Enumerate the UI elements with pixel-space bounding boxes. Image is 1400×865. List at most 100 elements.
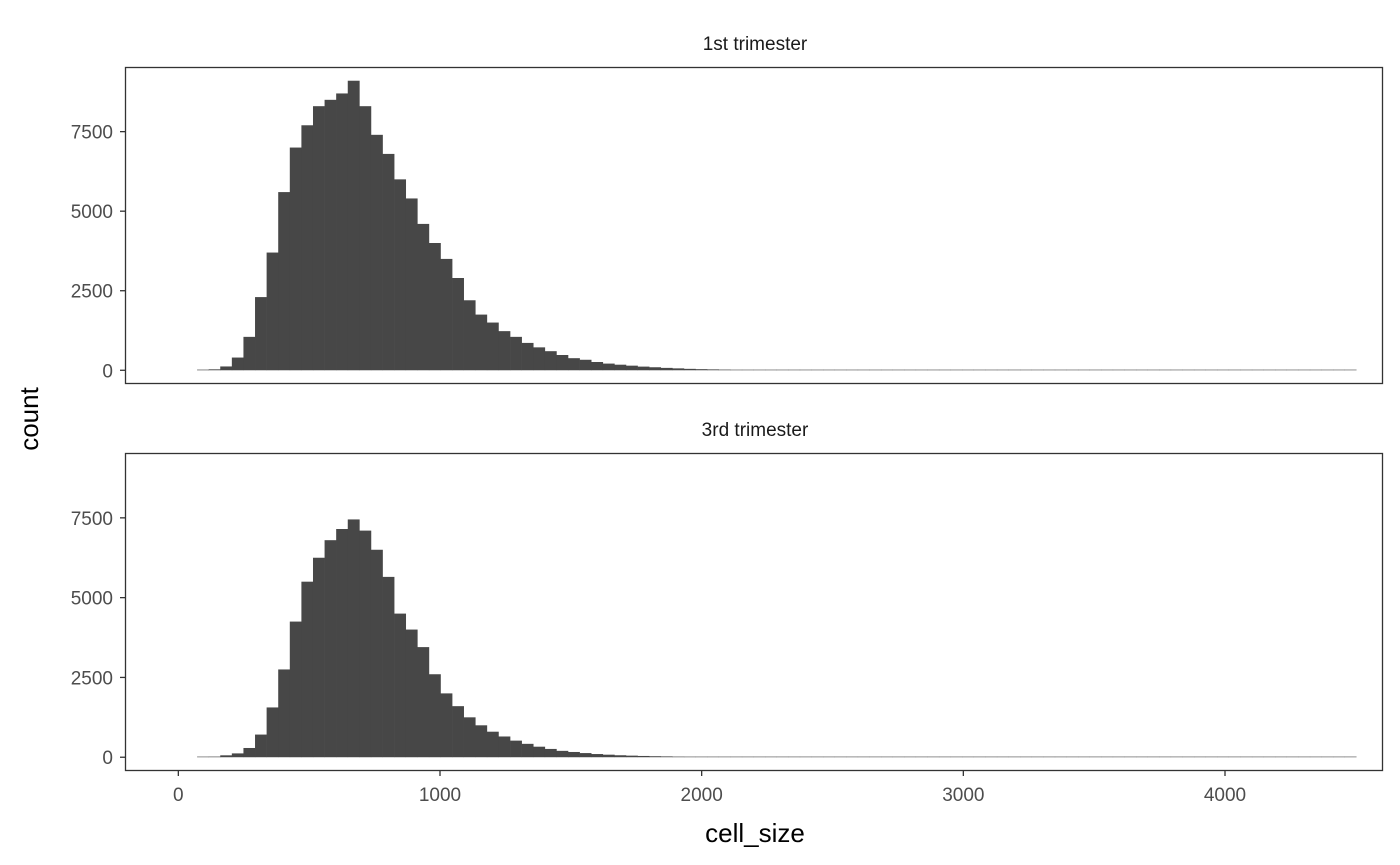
- histogram-bar: [637, 755, 650, 758]
- histogram-bar: [915, 369, 928, 371]
- histogram-bar: [1043, 369, 1056, 371]
- histogram-bar: [846, 369, 859, 371]
- histogram-bar: [904, 756, 917, 758]
- histogram-bar: [672, 756, 685, 758]
- histogram-bar: [1286, 756, 1299, 758]
- histogram-bar: [753, 756, 766, 758]
- histogram-bar: [683, 756, 696, 758]
- histogram-bar: [892, 756, 905, 758]
- histogram-bar: [1309, 756, 1322, 758]
- histogram-bar: [1263, 756, 1276, 758]
- histogram-bar: [753, 369, 766, 371]
- histogram-bar: [892, 369, 905, 371]
- histogram-bar: [927, 756, 940, 758]
- histogram-bar: [1344, 369, 1357, 371]
- histogram-bar: [370, 549, 383, 758]
- histogram-bar: [405, 198, 418, 371]
- histogram-bar: [1101, 756, 1114, 758]
- histogram-bar: [533, 347, 546, 371]
- histogram-bar: [231, 753, 244, 758]
- histogram-bar: [579, 359, 592, 371]
- histogram-bar: [880, 756, 893, 758]
- histogram-bar: [1344, 756, 1357, 758]
- histogram-bar: [718, 756, 731, 758]
- y-tick-label: 5000: [71, 589, 113, 610]
- facet-1-y-axis: 0 2500 5000 7500: [71, 123, 126, 382]
- histogram-bar: [788, 369, 801, 371]
- histogram-bar: [1078, 756, 1090, 758]
- histogram-bar: [1066, 756, 1079, 758]
- histogram-bar: [938, 369, 951, 371]
- histogram-bar: [440, 693, 453, 758]
- histogram-bar: [672, 368, 685, 371]
- histogram-bar: [730, 369, 743, 371]
- histogram-bar: [811, 756, 824, 758]
- histogram-bar: [1170, 756, 1183, 758]
- y-tick-label: 2500: [71, 668, 113, 689]
- histogram-bar: [1020, 369, 1032, 371]
- histogram-bar: [811, 369, 824, 371]
- histogram-bar: [695, 369, 708, 371]
- histogram-bar: [1298, 756, 1311, 758]
- facet-1-panel: [124, 66, 1384, 385]
- histogram-bar: [324, 540, 337, 758]
- histogram-bar: [683, 368, 696, 371]
- histogram-bar: [197, 369, 209, 371]
- histogram-bar: [266, 252, 279, 371]
- facet-2-panel: [124, 452, 1384, 772]
- histogram-bar: [938, 756, 951, 758]
- histogram-bar: [1286, 369, 1299, 371]
- histogram-bar: [533, 746, 546, 758]
- histogram-bar: [985, 369, 998, 371]
- histogram-bar: [1147, 756, 1160, 758]
- y-tick-label: 0: [102, 361, 113, 382]
- histogram-bar: [660, 756, 673, 758]
- histogram-bar: [486, 322, 499, 371]
- histogram-bar: [1309, 369, 1322, 371]
- histogram-bar: [486, 731, 499, 758]
- histogram-bar: [463, 717, 476, 758]
- y-tick-label: 7500: [71, 509, 113, 530]
- histogram-bar: [834, 756, 847, 758]
- histogram-bar: [730, 756, 743, 758]
- histogram-bar: [1124, 756, 1137, 758]
- histogram-bar: [359, 530, 372, 758]
- y-tick-label: 5000: [71, 202, 113, 223]
- histogram-bar: [255, 734, 267, 758]
- histogram-bar: [1251, 369, 1264, 371]
- histogram-bar: [243, 336, 256, 371]
- histogram-bar: [382, 153, 395, 371]
- facet-1-bars: [197, 80, 1357, 371]
- histogram-bar: [846, 756, 859, 758]
- histogram-bar: [1136, 369, 1148, 371]
- histogram-bar: [649, 756, 662, 758]
- histogram-bar: [336, 93, 349, 371]
- histogram-bar: [1008, 756, 1021, 758]
- histogram-bar: [973, 756, 986, 758]
- histogram-bar: [869, 369, 882, 371]
- histogram-bar: [394, 179, 407, 371]
- histogram-bar: [289, 147, 302, 371]
- histogram-bar: [301, 581, 314, 758]
- histogram-bar: [962, 369, 975, 371]
- histogram-bar: [996, 369, 1009, 371]
- histogram-bar: [1217, 369, 1230, 371]
- histogram-bar: [823, 756, 835, 758]
- histogram-bar: [1089, 756, 1102, 758]
- histogram-bar: [1031, 756, 1044, 758]
- histogram-bar: [765, 756, 777, 758]
- histogram-bar: [312, 557, 325, 758]
- histogram-bar: [962, 756, 975, 758]
- histogram-bar: [1043, 756, 1056, 758]
- histogram-bar: [544, 748, 557, 758]
- histogram-bar: [741, 369, 754, 371]
- histogram-bar: [799, 756, 812, 758]
- histogram-bar: [602, 363, 615, 371]
- histogram-bar: [1321, 756, 1334, 758]
- histogram-bar: [625, 365, 638, 371]
- histogram-bar: [579, 753, 592, 758]
- histogram-bar: [973, 369, 986, 371]
- histogram-bar: [278, 669, 291, 758]
- histogram-bar: [1321, 369, 1334, 371]
